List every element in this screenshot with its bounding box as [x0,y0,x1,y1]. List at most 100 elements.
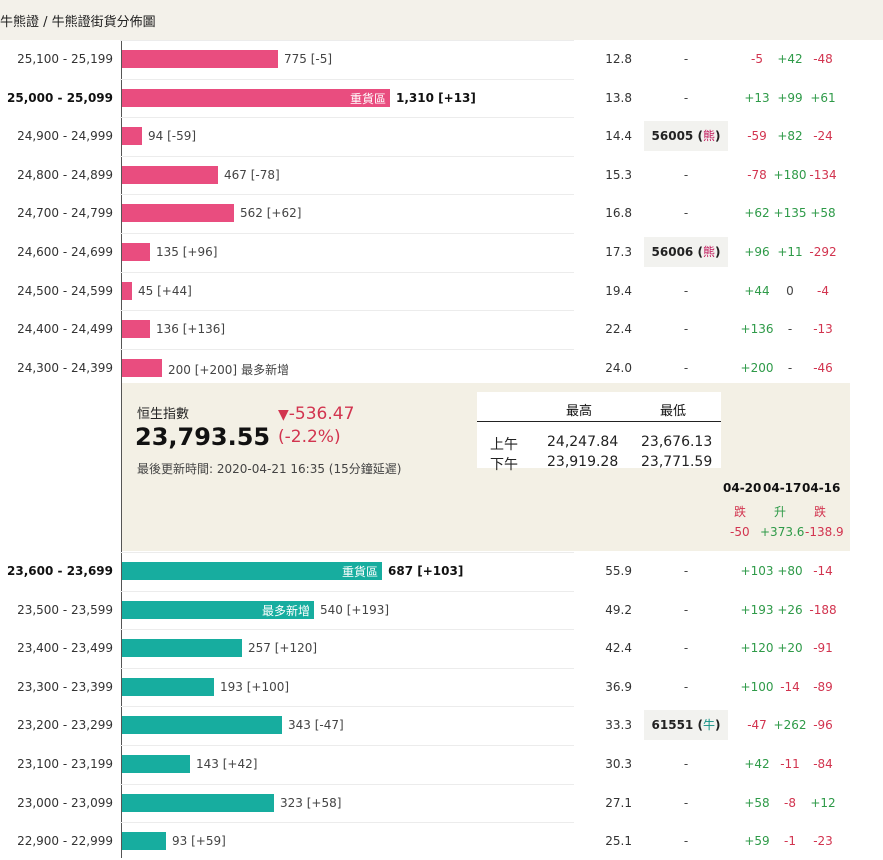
date-1-direction: 跌 [734,505,747,519]
warrant-code-box[interactable]: 56005 (熊) [644,121,728,152]
daily-change-d1: +59 [744,834,770,849]
price-range: 23,600 - 23,699 [7,564,113,578]
warrant-code: - [683,52,689,66]
bear-bar[interactable] [122,165,218,184]
morning-label: 上午 [490,437,518,453]
outstanding-count: 135 [156,245,179,259]
outstanding-change: [+100] [246,679,290,694]
bull-bar[interactable]: 重貨區 [122,562,382,580]
warrant-type: 牛 [702,718,715,733]
outstanding-value: 562 [+62] [240,206,301,220]
price-range: 23,300 - 23,399 [17,679,113,694]
outstanding-change: [-78] [250,167,280,182]
price-range: 24,300 - 24,399 [17,360,113,375]
bear-bar[interactable] [122,320,150,339]
daily-change-d2: - [787,322,793,337]
bull-bar[interactable] [122,639,242,658]
breadcrumb[interactable]: 牛熊證 / 牛熊證街貨分佈圖 [0,15,156,30]
price-range: 24,400 - 24,499 [17,322,113,337]
high-low-table: 最高 最低 上午 24,247.84 23,676.13 下午 23,919.2… [477,392,721,473]
distribution-row: 24,300 - 24,399 200 [+200] 最多新增 24.0- +200- -… [0,348,883,387]
daily-change-d3: -14 [813,564,833,578]
daily-change-d3: -89 [813,679,833,694]
outstanding-change: [+59] [191,834,226,849]
bull-bar[interactable] [122,677,214,696]
daily-change-d2: 0 [786,283,794,298]
daily-change-d1: +96 [744,245,770,259]
outstanding-count: 94 [148,129,164,144]
warrant-code: - [683,206,689,221]
outstanding-value: 343 [-47] [288,718,344,732]
distribution-row: 24,400 - 24,499 136 [+136] 22.4- +136- -13 [0,310,883,348]
outstanding-value: 193 [+100] [220,680,289,694]
bear-bar[interactable] [122,204,234,223]
outstanding-change: [+200] [194,362,238,377]
distribution-row: 23,400 - 23,499 257 [+120] 42.4 - +120 +20 -91 [0,629,883,667]
outstanding-change: [+193] [346,602,390,617]
price-range: 23,400 - 23,499 [17,641,113,656]
distribution-row: 24,700 - 24,799 562 [+62] 16.8 - +62 +135 +58 [0,194,883,232]
outstanding-value: 45 [+44] [138,284,192,298]
price-range: 24,800 - 24,899 [17,167,113,182]
exchange-ratio: 17.3 [605,245,632,259]
row-divider [120,822,574,824]
index-panel: 恒生指數 23,793.55 ▼-536.47 (-2.2%) 最後更新時間: … [122,383,850,551]
bull-bar[interactable] [122,755,190,773]
index-value: 23,793.55 [135,423,271,451]
outstanding-count: 467 [224,167,247,182]
price-range: 23,100 - 23,199 [17,757,113,771]
outstanding-count: 136 [156,322,179,337]
daily-change-d1: +13 [744,90,770,105]
bear-bar[interactable] [122,243,150,261]
distribution-row: 24,500 - 24,599 45 [+44] 19.4 - +44 0 -4 [0,271,883,310]
distribution-row: 23,500 - 23,599 最多新增 540 [+193] 49.2 - +193 +2… [0,590,883,629]
header-rule [477,421,721,422]
exchange-ratio: 16.8 [605,206,632,221]
distribution-row: 23,300 - 23,399 193 [+100] 36.9 - +100 -14 -89 [0,667,883,706]
distribution-row: 23,600 - 23,699 重貨區 687 [+103] 55.9 - +103 +80… [0,552,883,590]
bull-bar[interactable]: 最多新增 [122,600,314,619]
bear-bar[interactable] [122,127,142,146]
bear-bar[interactable] [122,358,162,377]
outstanding-change: [+42] [222,757,258,771]
exchange-ratio: 42.4 [605,641,632,656]
date-3-change: -138.9 [805,525,844,539]
warrant-code-box[interactable]: 61551 (牛) [644,710,728,741]
last-updated: 最後更新時間: 2020-04-21 16:35 (15分鐘延遲) [137,462,402,476]
outstanding-count: 1,310 [396,90,434,105]
date-3-direction: 跌 [814,505,827,519]
warrant-code: - [683,641,689,656]
most-added-tag: 最多新增 [241,362,290,377]
bull-bar[interactable] [122,793,274,812]
outstanding-count: 687 [388,564,414,578]
bull-bar[interactable] [122,716,282,735]
row-divider [120,271,574,273]
warrant-code: 56005 [651,129,694,144]
date-1: 04-20 [723,481,762,495]
bear-bar[interactable] [122,281,132,300]
warrant-code: - [683,283,689,298]
top-bar: 牛熊證 / 牛熊證街貨分佈圖 [0,0,883,40]
daily-change-d1: +58 [744,795,770,810]
price-range: 23,000 - 23,099 [17,795,113,810]
exchange-ratio: 22.4 [605,322,632,337]
daily-change-d3: -134 [809,167,837,182]
warrant-code-box[interactable]: 56006 (熊) [644,237,728,267]
outstanding-value: 94 [-59] [148,129,196,143]
warrant-code: - [683,602,689,617]
morning-low: 23,676.13 [641,434,713,450]
date-3: 04-16 [802,481,841,495]
outstanding-value: 200 [+200] 最多新增 [168,361,289,378]
outstanding-count: 45 [138,283,154,298]
low-header: 最低 [660,404,687,419]
bull-bar[interactable] [122,832,166,851]
index-change-percent: (-2.2%) [278,427,341,447]
daily-change-d2: +80 [777,564,803,578]
row-divider [120,233,574,234]
daily-change-d1: -78 [747,167,767,182]
index-change-points: -536.47 [288,404,355,424]
bear-bar[interactable]: 重貨區 [122,88,390,107]
daily-change-d2: +262 [773,718,807,733]
daily-change-d3: -24 [813,129,833,144]
bear-bar[interactable] [122,50,278,68]
